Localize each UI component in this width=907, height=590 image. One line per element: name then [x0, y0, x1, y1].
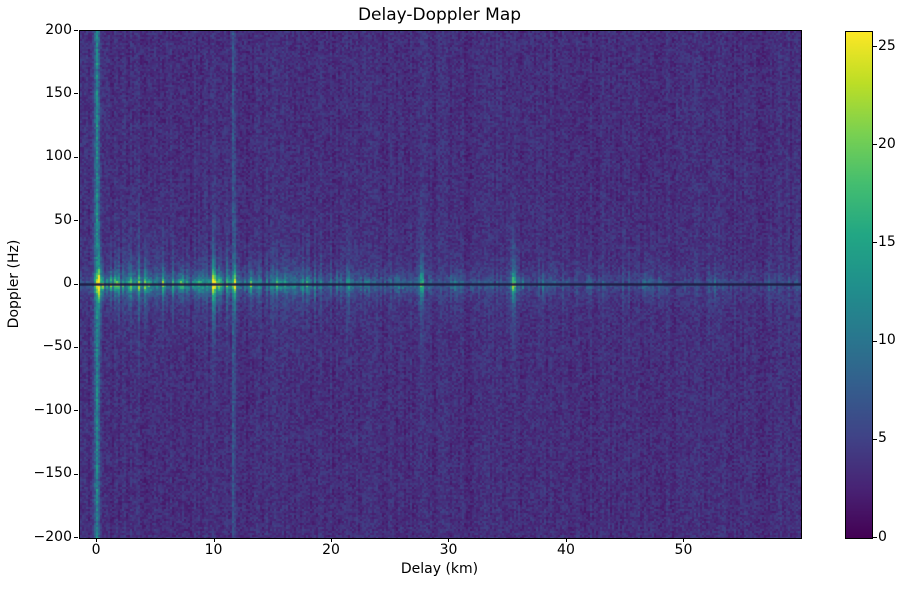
x-tick-label: 30 — [439, 542, 458, 558]
x-tick-mark — [565, 538, 567, 542]
x-tick-label: 50 — [674, 542, 693, 558]
y-tick-mark — [74, 283, 78, 285]
heatmap-plot-area — [79, 30, 802, 539]
y-tick-mark — [74, 220, 78, 222]
y-tick-label: −200 — [33, 528, 72, 545]
delay-doppler-heatmap — [80, 31, 801, 538]
y-tick-mark — [74, 156, 78, 158]
colorbar-gradient — [846, 32, 872, 538]
chart-title: Delay-Doppler Map — [357, 5, 522, 25]
y-tick-mark — [74, 473, 78, 475]
y-tick-mark — [74, 30, 78, 31]
x-tick-mark — [448, 538, 450, 542]
colorbar-tick-mark — [873, 46, 877, 48]
y-tick-label: −100 — [33, 401, 72, 418]
x-tick-label: 20 — [322, 542, 340, 558]
colorbar-tick-label: 10 — [878, 332, 896, 349]
y-tick-label: −150 — [33, 465, 72, 482]
y-tick-label: −50 — [42, 338, 72, 355]
colorbar-tick-mark — [873, 340, 877, 342]
y-tick-mark — [74, 346, 78, 348]
y-tick-label: 50 — [54, 211, 72, 228]
y-tick-mark — [74, 410, 78, 412]
y-tick-mark — [74, 93, 78, 95]
colorbar-tick-mark — [873, 242, 877, 244]
colorbar-tick-mark — [873, 537, 877, 538]
x-tick-label: 0 — [91, 542, 101, 558]
x-axis-label: Delay (km) — [400, 561, 479, 577]
x-tick-label: 40 — [557, 542, 575, 558]
x-tick-mark — [96, 538, 98, 542]
y-tick-label: 200 — [45, 21, 72, 38]
colorbar-tick-mark — [873, 438, 877, 440]
colorbar-tick-label: 5 — [878, 430, 887, 447]
x-tick-mark — [331, 538, 332, 542]
colorbar-tick-label: 0 — [878, 528, 887, 545]
y-tick-mark — [74, 537, 78, 538]
x-tick-label: 10 — [204, 542, 223, 558]
y-tick-label: 100 — [45, 148, 72, 165]
colorbar-tick-label: 15 — [878, 233, 896, 250]
colorbar-tick-mark — [873, 144, 877, 146]
colorbar-tick-label: 25 — [878, 37, 896, 54]
colorbar — [845, 31, 873, 539]
y-tick-label: 0 — [63, 275, 72, 291]
x-tick-mark — [213, 538, 215, 542]
x-tick-mark — [683, 538, 685, 542]
colorbar-tick-label: 20 — [878, 135, 896, 152]
y-tick-label: 150 — [45, 84, 72, 101]
